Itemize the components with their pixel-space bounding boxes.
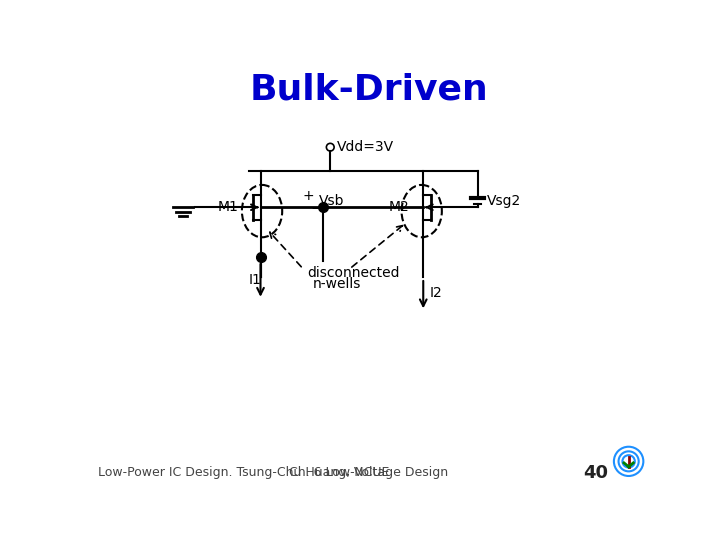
Text: Bulk-Driven: Bulk-Driven	[250, 72, 488, 106]
Text: disconnected: disconnected	[307, 266, 400, 280]
Text: 40: 40	[584, 464, 608, 482]
Text: Vdd=3V: Vdd=3V	[336, 140, 394, 154]
Text: −: −	[310, 201, 323, 217]
Text: +: +	[302, 190, 315, 204]
Text: n-wells: n-wells	[313, 277, 361, 291]
Text: Low-Power IC Design. Tsung-Chu Huang, NCUE: Low-Power IC Design. Tsung-Chu Huang, NC…	[98, 467, 389, 480]
Text: I2: I2	[429, 287, 442, 300]
Text: Vsg2: Vsg2	[487, 194, 521, 208]
Text: M2: M2	[388, 200, 409, 214]
Text: M1: M1	[218, 200, 239, 214]
Text: Vsb: Vsb	[319, 194, 344, 208]
Text: Ch. 6 Low-Voltage Design: Ch. 6 Low-Voltage Design	[289, 467, 449, 480]
Text: I1: I1	[249, 273, 262, 287]
